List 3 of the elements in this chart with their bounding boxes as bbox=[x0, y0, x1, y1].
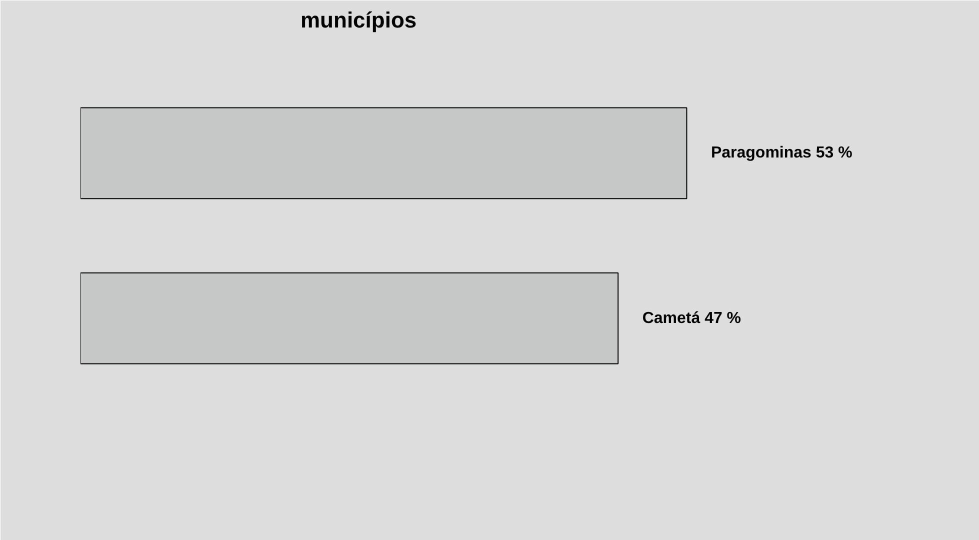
data-label: Paragominas 53 % bbox=[710, 144, 852, 162]
chart-title: municípios bbox=[300, 8, 417, 32]
data-label: Cametá 47 % bbox=[642, 310, 742, 327]
